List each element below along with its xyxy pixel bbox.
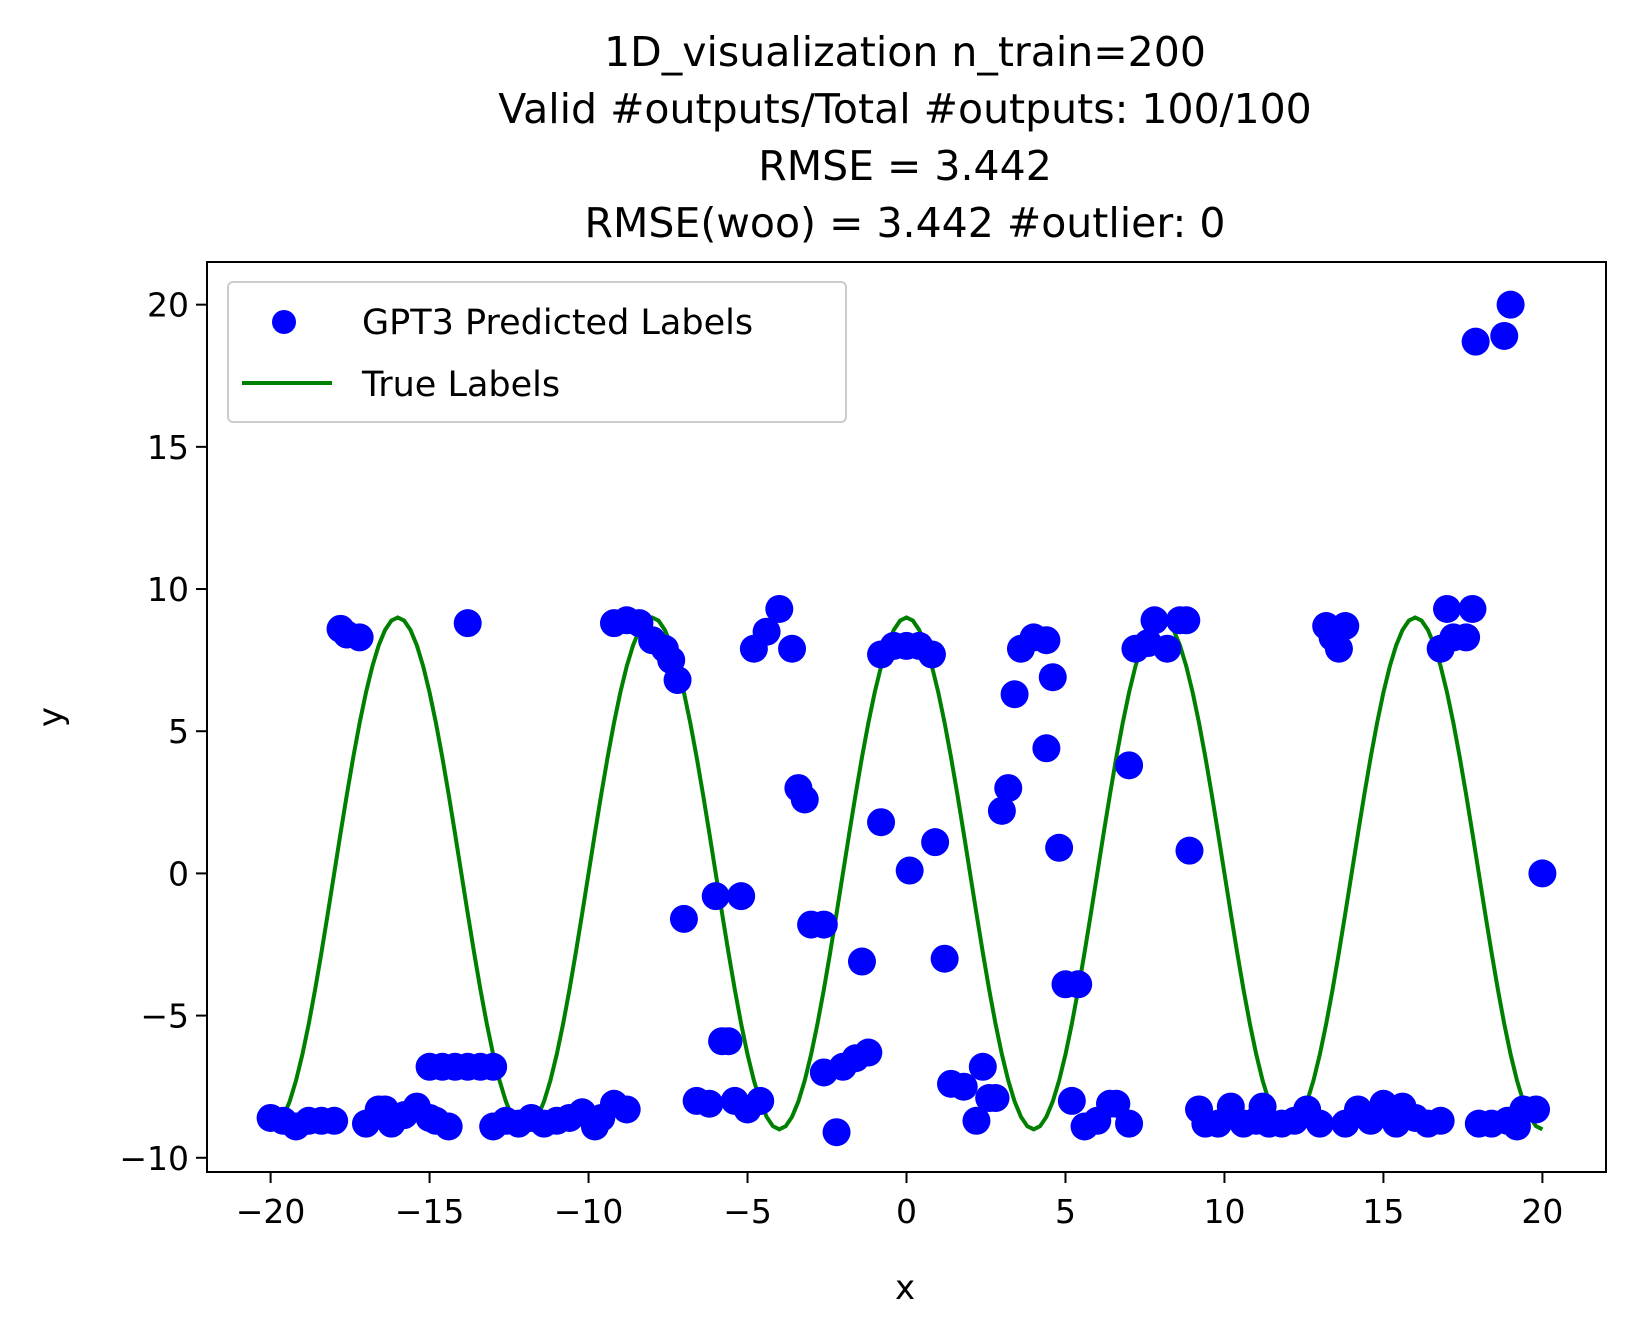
predicted-point	[1496, 290, 1525, 319]
x-tick-label: 10	[1203, 1192, 1245, 1231]
predicted-point	[479, 1052, 508, 1081]
predicted-point	[1433, 594, 1462, 623]
predicted-point	[345, 623, 374, 652]
predicted-point	[1057, 1086, 1086, 1115]
predicted-point	[1426, 1106, 1455, 1135]
x-tick-label: −20	[236, 1192, 306, 1231]
true-labels-line	[269, 615, 1544, 1132]
predicted-point	[701, 882, 730, 911]
predicted-point	[714, 1027, 743, 1056]
predicted-point	[949, 1072, 978, 1101]
predicted-point	[669, 904, 698, 933]
x-axis-label: x	[895, 1268, 915, 1308]
predicted-point	[1458, 594, 1487, 623]
plot-area	[256, 290, 1557, 1147]
y-tick-label: 10	[147, 570, 189, 609]
predicted-point	[962, 1106, 991, 1135]
predicted-point	[1032, 734, 1061, 763]
predicted-point	[1115, 1109, 1144, 1138]
predicted-point	[1038, 663, 1067, 692]
predicted-point	[1000, 680, 1029, 709]
predicted-point	[1115, 751, 1144, 780]
predicted-point	[822, 1118, 851, 1147]
x-tick-label: −15	[395, 1192, 465, 1231]
predicted-point	[809, 910, 838, 939]
predicted-point	[921, 828, 950, 857]
title-line-1: 1D_visualization n_train=200	[604, 28, 1206, 76]
predicted-point	[1490, 321, 1519, 350]
x-tick-label: 15	[1362, 1192, 1404, 1231]
predicted-point	[917, 640, 946, 669]
predicted-point	[930, 944, 959, 973]
predicted-point	[1032, 626, 1061, 655]
predicted-point	[1153, 634, 1182, 663]
predicted-point	[1305, 1109, 1334, 1138]
title-line-2: Valid #outputs/Total #outputs: 100/100	[498, 85, 1312, 133]
predicted-point	[778, 634, 807, 663]
predicted-point	[867, 808, 896, 837]
predicted-point	[752, 617, 781, 646]
predicted-point	[1175, 836, 1204, 865]
x-tick-label: −10	[554, 1192, 624, 1231]
y-tick-label: 15	[147, 428, 189, 467]
title-line-4: RMSE(woo) = 3.442 #outlier: 0	[585, 199, 1226, 247]
predicted-point	[981, 1084, 1010, 1113]
predicted-point	[968, 1052, 997, 1081]
legend: GPT3 Predicted Labels True Labels	[227, 281, 847, 423]
y-tick-label: −10	[119, 1139, 189, 1178]
y-tick-label: 5	[168, 712, 189, 751]
predicted-point	[320, 1106, 349, 1135]
x-tick-label: −5	[723, 1192, 772, 1231]
predicted-point	[1102, 1089, 1131, 1118]
predicted-point	[1140, 606, 1169, 635]
predicted-point	[695, 1089, 724, 1118]
legend-frame	[227, 281, 847, 423]
predicted-point	[1324, 634, 1353, 663]
predicted-point	[987, 796, 1016, 825]
predicted-point	[727, 882, 756, 911]
predicted-point	[1331, 612, 1360, 640]
axes: −20 −15 −10 −5 0 5 10 15 20 −10 −5 0 5 10 15 20	[119, 261, 1607, 1231]
predicted-point	[1461, 327, 1490, 356]
predicted-point	[746, 1086, 775, 1115]
predicted-point	[612, 1095, 641, 1124]
x-tick-label: 0	[896, 1192, 917, 1231]
y-tick-label: 0	[168, 854, 189, 893]
predicted-point	[994, 774, 1023, 803]
y-tick-label: −5	[140, 997, 189, 1036]
predicted-point	[1522, 1095, 1551, 1124]
predicted-point	[765, 594, 794, 623]
y-tick-label: 20	[147, 286, 189, 325]
predicted-point	[1064, 970, 1093, 999]
x-tick-label: 5	[1055, 1192, 1076, 1231]
predicted-point	[434, 1112, 463, 1141]
x-tick-label: 20	[1521, 1192, 1563, 1231]
predicted-point	[663, 666, 692, 695]
predicted-point	[895, 856, 924, 885]
legend-label-predicted: GPT3 Predicted Labels	[362, 303, 753, 343]
predicted-point	[854, 1038, 883, 1067]
predicted-point	[790, 785, 819, 814]
y-axis-label: y	[31, 707, 71, 727]
predicted-point	[1528, 859, 1557, 888]
predicted-point	[1172, 606, 1201, 635]
chart-title: 1D_visualization n_train=200 Valid #outp…	[498, 28, 1312, 247]
predicted-point	[453, 609, 482, 638]
predicted-point	[1452, 623, 1481, 652]
legend-scatter-marker	[272, 310, 296, 334]
legend-label-true: True Labels	[361, 365, 560, 405]
predicted-point	[1045, 833, 1074, 862]
plot-clip-group	[256, 290, 1557, 1147]
title-line-3: RMSE = 3.442	[758, 142, 1052, 190]
predicted-point	[847, 947, 876, 976]
